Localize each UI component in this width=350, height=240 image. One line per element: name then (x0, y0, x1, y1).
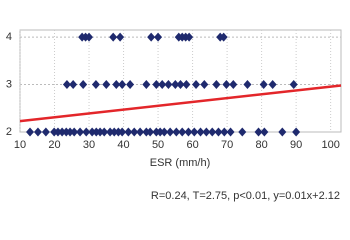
x-tick-label: 70 (221, 139, 233, 151)
x-tick-label: 80 (255, 139, 267, 151)
point (118, 80, 127, 90)
y-tick-label: 4 (6, 31, 12, 43)
point (116, 32, 125, 42)
point (214, 127, 223, 137)
point (259, 80, 268, 90)
point (82, 127, 91, 137)
point (62, 80, 71, 90)
point (69, 80, 78, 90)
point (220, 127, 229, 137)
point (292, 127, 301, 137)
point (238, 127, 247, 137)
point (208, 127, 217, 137)
point (33, 127, 42, 137)
point (192, 80, 201, 90)
point (147, 32, 156, 42)
x-tick-label: 90 (290, 139, 302, 151)
point (184, 127, 193, 137)
point (222, 80, 231, 90)
point (142, 80, 151, 90)
x-tick-label: 30 (83, 139, 95, 151)
x-axis-label: ESR (mm/h) (150, 157, 211, 169)
point (182, 80, 191, 90)
point (229, 80, 238, 90)
x-tick-label: 100 (321, 139, 339, 151)
point (112, 80, 121, 90)
x-tick-label: 10 (14, 139, 26, 151)
point (58, 127, 67, 137)
point (260, 127, 269, 137)
point (190, 127, 199, 137)
point (219, 32, 228, 42)
point (289, 80, 298, 90)
point (164, 80, 173, 90)
point (41, 127, 50, 137)
point (166, 127, 175, 137)
point (53, 127, 62, 137)
point (136, 127, 145, 137)
point (110, 127, 119, 137)
x-tick-label: 50 (152, 139, 164, 151)
point (212, 80, 221, 90)
point (278, 127, 287, 137)
point (156, 127, 165, 137)
point (268, 80, 277, 90)
point (146, 127, 155, 137)
x-tick-label: 40 (117, 139, 129, 151)
point (254, 127, 263, 137)
point (154, 32, 163, 42)
point (171, 80, 180, 90)
point (66, 127, 75, 137)
point (172, 127, 181, 137)
fit-line (19, 84, 342, 123)
y-tick-label: 3 (6, 78, 12, 90)
point (91, 80, 100, 90)
point (100, 127, 109, 137)
point (109, 32, 118, 42)
point (70, 127, 79, 137)
x-tick-label: 60 (186, 139, 198, 151)
point (118, 127, 127, 137)
point (176, 80, 185, 90)
point (160, 127, 169, 137)
point (79, 80, 88, 90)
point (88, 127, 97, 137)
point (202, 127, 211, 137)
point (85, 32, 94, 42)
point (158, 80, 167, 90)
point (124, 127, 133, 137)
point (178, 127, 187, 137)
point (26, 127, 35, 137)
x-tick-label: 20 (48, 139, 60, 151)
point (102, 80, 111, 90)
point (76, 127, 85, 137)
chart: ESR (mm/h) R=0.24, T=2.75, p<0.01, y=0.0… (6, 29, 342, 202)
point (226, 127, 235, 137)
y-tick-label: 2 (6, 126, 12, 138)
point (152, 80, 161, 90)
point (96, 127, 105, 137)
point (200, 80, 209, 90)
point (126, 80, 135, 90)
annotation: R=0.24, T=2.75, p<0.01, y=0.01x+2.12 (151, 190, 340, 202)
point (196, 127, 205, 137)
point (130, 127, 139, 137)
point (243, 80, 252, 90)
point (185, 32, 194, 42)
point (106, 127, 115, 137)
